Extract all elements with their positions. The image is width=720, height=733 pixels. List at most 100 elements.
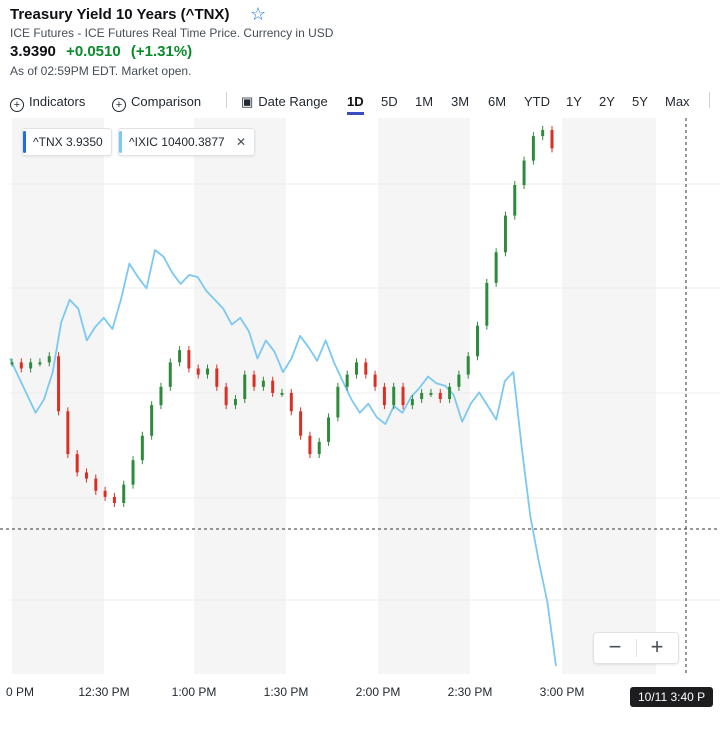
time-band	[378, 118, 470, 674]
tnx-candle	[448, 386, 452, 400]
x-tick-label: 1:00 PM	[171, 685, 217, 699]
toolbar-divider	[709, 92, 710, 108]
tnx-candle	[429, 392, 433, 395]
tnx-candle	[84, 472, 88, 479]
zoom-controls: − +	[593, 632, 679, 664]
tnx-candle	[168, 362, 172, 387]
zoom-divider	[636, 639, 637, 657]
tnx-candle	[541, 130, 545, 137]
indicators-label: Indicators	[29, 94, 86, 109]
range-tab-5y[interactable]: 5Y	[632, 94, 648, 109]
date-range-button[interactable]: ▣ Date Range	[241, 94, 328, 110]
watchlist-star-icon[interactable]: ☆	[250, 4, 267, 24]
tnx-candle	[140, 435, 144, 461]
legend-ixic-swatch	[119, 131, 122, 153]
price-value: 3.9390	[10, 43, 56, 60]
tnx-candle	[476, 325, 480, 357]
tnx-candle	[103, 490, 107, 497]
crosshair-time-label: 10/11 3:40 P	[630, 687, 714, 707]
zoom-out-button[interactable]: −	[608, 634, 622, 659]
tnx-candle	[38, 362, 42, 365]
tnx-candle	[327, 417, 331, 442]
tnx-candle	[10, 362, 14, 365]
tnx-candle	[66, 411, 70, 455]
tnx-candle	[503, 215, 507, 253]
tnx-candle	[364, 362, 368, 375]
comparison-label: Comparison	[131, 94, 202, 109]
tnx-candle	[494, 252, 498, 283]
range-tab-max[interactable]: Max	[665, 94, 690, 109]
tnx-candle	[336, 386, 340, 418]
tnx-candle	[457, 374, 461, 387]
tnx-candle	[29, 362, 33, 369]
tnx-candle	[438, 392, 442, 400]
quote-subtitle: ICE Futures - ICE Futures Real Time Pric…	[10, 26, 334, 40]
legend-tnx-label: ^TNX 3.9350	[33, 135, 103, 149]
tnx-candle	[289, 392, 293, 412]
time-band	[194, 118, 286, 674]
ixic-series-line	[9, 249, 557, 667]
range-tab-6m[interactable]: 6M	[488, 94, 507, 109]
x-tick-label: 1:30 PM	[263, 685, 309, 699]
range-tab-1m[interactable]: 1M	[415, 94, 434, 109]
tnx-candle	[252, 374, 256, 387]
tnx-candle	[354, 362, 358, 375]
tnx-candle	[57, 356, 61, 412]
toolbar-divider	[226, 92, 227, 108]
tnx-candle	[280, 392, 284, 395]
range-tab-2y[interactable]: 2Y	[599, 94, 615, 109]
tnx-candle	[522, 160, 526, 186]
tnx-candle	[178, 350, 182, 363]
tnx-candle	[243, 374, 247, 400]
x-tick-label: 2:00 PM	[355, 685, 401, 699]
tnx-candle	[159, 386, 163, 406]
range-tab-1y[interactable]: 1Y	[566, 94, 582, 109]
comparison-button[interactable]: + Comparison	[112, 94, 201, 112]
close-icon[interactable]: ✕	[236, 135, 247, 149]
zoom-in-button[interactable]: +	[650, 634, 664, 659]
range-tab-1d[interactable]: 1D	[347, 94, 364, 115]
chart-toolbar: + Indicators + Comparison ▣ Date Range 1D 5…	[0, 90, 720, 115]
x-tick-label: 3:00 PM	[539, 685, 585, 699]
tnx-candle	[308, 435, 312, 455]
tnx-candle	[233, 399, 237, 406]
plus-circle-icon: +	[112, 98, 126, 112]
tnx-candle	[401, 386, 405, 406]
tnx-candle	[410, 399, 414, 406]
price-change-pct: (+1.31%)	[130, 43, 193, 60]
tnx-candle	[112, 496, 116, 503]
legend-ixic[interactable]: ^IXIC 10400.3877 ✕	[118, 128, 256, 156]
x-tick-label: 12:30 PM	[78, 685, 130, 699]
range-tab-ytd[interactable]: YTD	[524, 94, 550, 109]
tnx-candle	[196, 368, 200, 375]
tnx-candle	[345, 374, 349, 387]
x-tick-label: 2:30 PM	[447, 685, 493, 699]
legend-tnx[interactable]: ^TNX 3.9350	[22, 128, 112, 156]
tnx-candle	[466, 356, 470, 375]
tnx-candle	[122, 484, 126, 503]
tnx-candle	[224, 386, 228, 406]
tnx-candle	[299, 411, 303, 436]
date-range-label: Date Range	[258, 94, 328, 109]
as-of-text: As of 02:59PM EDT. Market open.	[10, 64, 192, 78]
legend-ixic-label: ^IXIC 10400.3877	[129, 135, 225, 149]
range-tab-5d[interactable]: 5D	[381, 94, 398, 109]
tnx-candle	[485, 282, 489, 326]
calendar-icon: ▣	[241, 94, 254, 109]
tnx-candle	[75, 454, 79, 473]
tnx-candle	[420, 392, 424, 400]
tnx-candle	[392, 386, 396, 406]
price-change: +0.0510	[66, 43, 121, 60]
tnx-candle	[382, 386, 386, 406]
tnx-candle	[261, 380, 265, 387]
tnx-candle	[94, 478, 98, 491]
tnx-candle	[513, 185, 517, 216]
x-tick-label: 0 PM	[5, 685, 35, 699]
price-chart[interactable]	[0, 118, 720, 678]
plus-circle-icon: +	[10, 98, 24, 112]
tnx-candle	[215, 368, 219, 387]
tnx-candle	[550, 130, 554, 149]
tnx-candle	[19, 362, 23, 369]
range-tab-3m[interactable]: 3M	[451, 94, 470, 109]
indicators-button[interactable]: + Indicators	[10, 94, 85, 112]
